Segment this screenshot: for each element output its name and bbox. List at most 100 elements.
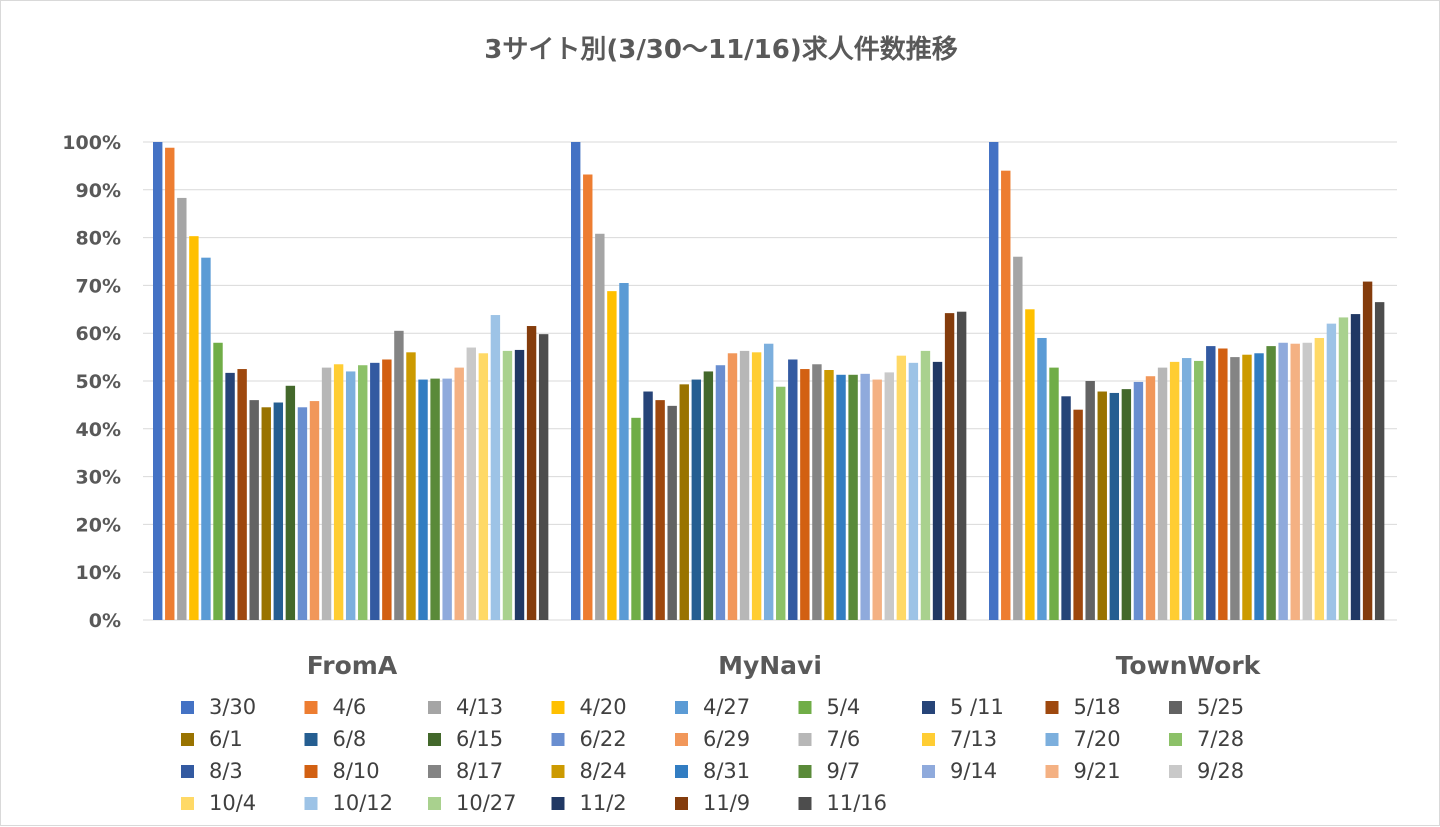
bar [667, 405, 677, 620]
bar [189, 236, 199, 620]
bar [860, 373, 870, 620]
legend-label: 7/28 [1197, 727, 1244, 751]
legend-label: 7/6 [827, 727, 861, 751]
bar [691, 379, 702, 620]
legend-swatch [1045, 765, 1059, 778]
bar [406, 352, 416, 620]
bar-layer [153, 142, 1385, 620]
bar [370, 362, 380, 620]
bar [776, 386, 786, 620]
legend-swatch [181, 797, 194, 810]
legend-label: 5 /11 [950, 695, 1004, 719]
legend-swatch [1169, 733, 1182, 746]
bar [956, 311, 967, 620]
legend-label: 9/28 [1197, 759, 1244, 783]
bar [1362, 281, 1373, 620]
legend-label: 5/25 [1197, 695, 1244, 719]
bar [502, 350, 513, 620]
bar [1218, 348, 1228, 620]
bar [739, 350, 750, 620]
bar [1254, 353, 1264, 620]
chart-title: 3サイト別(3/30～11/16)求人件数推移 [484, 35, 958, 65]
bar [1133, 381, 1144, 620]
legend-label: 9/14 [950, 759, 997, 783]
bar [1073, 409, 1083, 620]
bar [619, 283, 629, 620]
bar [321, 367, 332, 620]
y-tick-label: 80% [76, 228, 121, 250]
legend-label: 8/3 [209, 759, 243, 783]
legend-swatch [922, 701, 935, 714]
bar [237, 369, 247, 620]
bar [261, 407, 271, 620]
legend-label: 4/6 [333, 695, 367, 719]
bar [679, 384, 689, 620]
legend-label: 6/8 [333, 727, 367, 751]
bar [249, 400, 259, 620]
legend-swatch [304, 765, 318, 778]
legend-label: 8/17 [456, 759, 503, 783]
legend-swatch [304, 797, 318, 810]
y-tick-label: 60% [76, 323, 121, 345]
legend-swatch [675, 733, 688, 746]
bar [763, 343, 774, 620]
legend-swatch [1045, 733, 1059, 746]
x-axis-categories: FromA MyNavi TownWork [307, 651, 1262, 680]
legend-swatch [304, 701, 318, 714]
bar [607, 291, 617, 620]
bar [1109, 392, 1120, 620]
bar [490, 315, 501, 620]
bar [1266, 346, 1276, 620]
bar [824, 370, 834, 620]
legend-label: 10/4 [209, 791, 256, 815]
bar [1037, 337, 1047, 620]
bar [1350, 314, 1361, 620]
bar [812, 364, 822, 620]
bar [1278, 342, 1288, 620]
x-category-label: MyNavi [718, 651, 822, 680]
legend-swatch [428, 733, 441, 746]
legend-swatch [181, 733, 194, 746]
bar [213, 342, 223, 620]
bar [836, 374, 846, 620]
legend-label: 8/10 [333, 759, 380, 783]
legend-label: 7/20 [1074, 727, 1121, 751]
bar [1338, 317, 1349, 620]
legend-label: 11/2 [580, 791, 627, 815]
legend-swatch [551, 733, 565, 746]
bar [989, 142, 999, 620]
bar [285, 385, 296, 620]
bar [1001, 170, 1011, 620]
legend-label: 6/29 [703, 727, 750, 751]
legend-label: 8/31 [703, 759, 750, 783]
bar [1326, 323, 1337, 620]
bar [177, 197, 187, 620]
legend-swatch [675, 797, 688, 810]
legend-label: 4/13 [456, 695, 503, 719]
bar [466, 347, 476, 620]
legend-swatch [798, 733, 812, 746]
legend-swatch [304, 733, 318, 746]
bar [394, 330, 404, 620]
legend-swatch [1169, 701, 1182, 714]
bar [583, 174, 593, 620]
bar [1121, 389, 1132, 620]
bar [1230, 357, 1240, 620]
legend-swatch [1045, 701, 1059, 714]
bar [514, 349, 525, 620]
legend-label: 4/27 [703, 695, 750, 719]
y-tick-label: 50% [76, 371, 121, 393]
bar [1013, 256, 1023, 620]
bar [225, 372, 235, 620]
bar [153, 142, 163, 620]
legend-label: 10/12 [333, 791, 394, 815]
bar [297, 407, 308, 620]
bar [800, 369, 810, 620]
bar [1242, 354, 1252, 620]
legend-swatch [1169, 765, 1182, 778]
bar [1314, 337, 1325, 620]
bar [1169, 361, 1180, 620]
bar [382, 359, 392, 620]
x-category-label: TownWork [1116, 651, 1262, 680]
bar [333, 364, 344, 620]
